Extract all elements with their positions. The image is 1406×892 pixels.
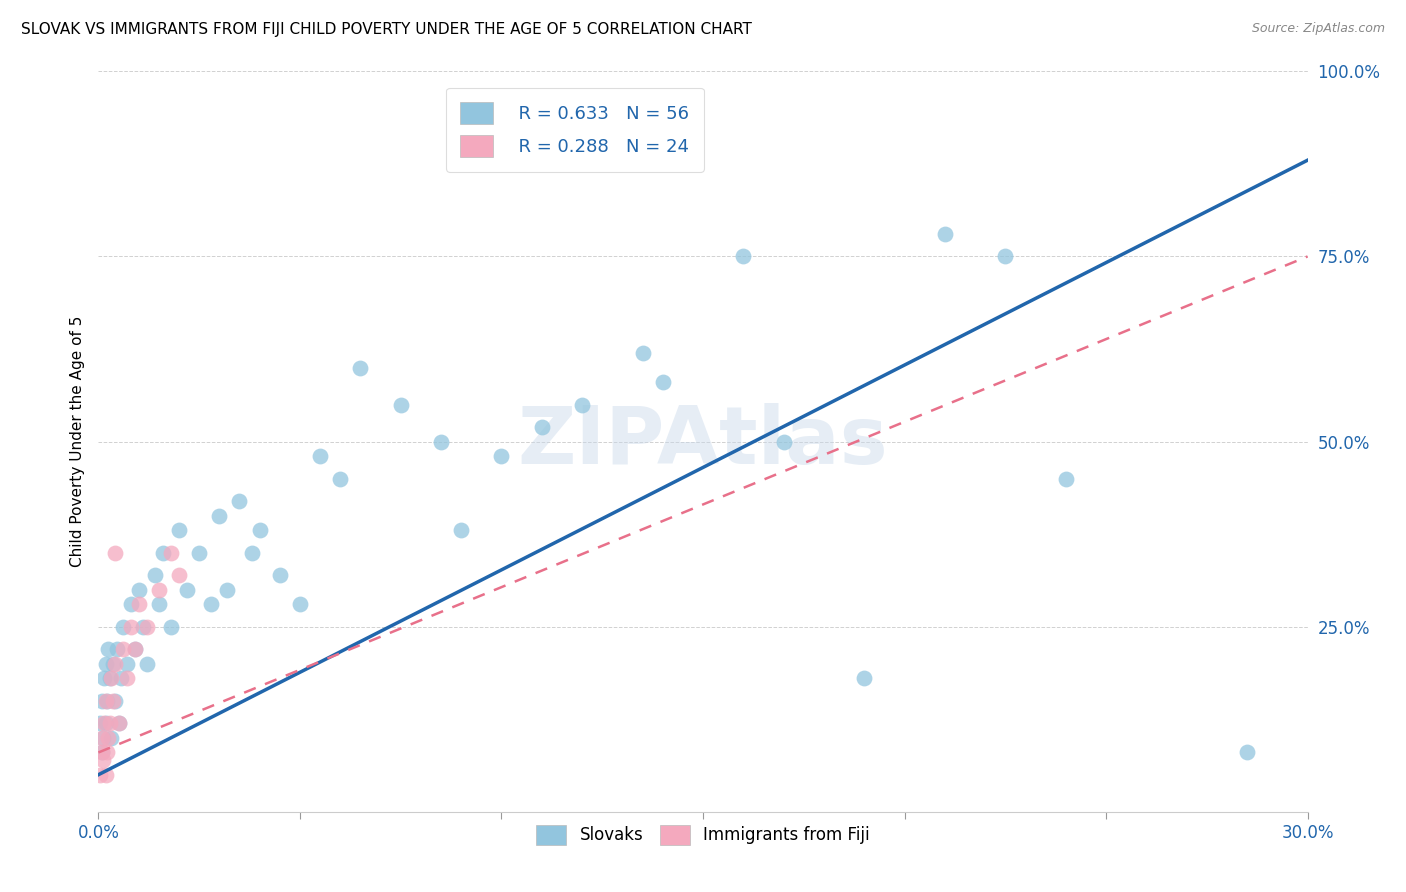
- Point: [148, 598, 170, 612]
- Point: [89, 715, 111, 730]
- Point: [89, 767, 111, 781]
- Point: [651, 376, 673, 390]
- Y-axis label: Child Poverty Under the Age of 5: Child Poverty Under the Age of 5: [69, 316, 84, 567]
- Point: [309, 450, 332, 464]
- Point: [91, 694, 114, 708]
- Point: [188, 546, 211, 560]
- Point: [135, 619, 157, 633]
- Point: [107, 715, 129, 730]
- Point: [128, 582, 150, 597]
- Point: [94, 767, 117, 781]
- Point: [152, 546, 174, 560]
- Point: [96, 746, 118, 760]
- Point: [160, 546, 183, 560]
- Point: [167, 524, 190, 538]
- Text: ZIPAtlas: ZIPAtlas: [517, 402, 889, 481]
- Text: SLOVAK VS IMMIGRANTS FROM FIJI CHILD POVERTY UNDER THE AGE OF 5 CORRELATION CHAR: SLOVAK VS IMMIGRANTS FROM FIJI CHILD POV…: [21, 22, 752, 37]
- Point: [176, 582, 198, 597]
- Point: [167, 567, 190, 582]
- Point: [934, 227, 956, 242]
- Point: [530, 419, 553, 434]
- Point: [349, 360, 371, 375]
- Point: [101, 694, 124, 708]
- Point: [135, 657, 157, 671]
- Point: [450, 524, 472, 538]
- Text: Source: ZipAtlas.com: Source: ZipAtlas.com: [1251, 22, 1385, 36]
- Point: [93, 672, 115, 686]
- Point: [103, 694, 125, 708]
- Point: [389, 398, 412, 412]
- Point: [100, 731, 122, 745]
- Point: [120, 619, 142, 633]
- Point: [90, 746, 112, 760]
- Point: [132, 619, 155, 633]
- Point: [208, 508, 231, 523]
- Point: [111, 641, 134, 656]
- Point: [90, 746, 112, 760]
- Point: [115, 672, 138, 686]
- Point: [853, 672, 876, 686]
- Point: [101, 657, 124, 671]
- Point: [91, 731, 114, 745]
- Point: [115, 657, 138, 671]
- Point: [100, 672, 122, 686]
- Point: [228, 493, 250, 508]
- Point: [160, 619, 183, 633]
- Point: [107, 715, 129, 730]
- Point: [120, 598, 142, 612]
- Point: [128, 598, 150, 612]
- Point: [105, 641, 128, 656]
- Point: [143, 567, 166, 582]
- Point: [200, 598, 222, 612]
- Point: [772, 434, 794, 449]
- Point: [103, 657, 125, 671]
- Point: [93, 715, 115, 730]
- Point: [269, 567, 291, 582]
- Point: [217, 582, 239, 597]
- Point: [994, 250, 1017, 264]
- Point: [288, 598, 311, 612]
- Point: [97, 641, 120, 656]
- Point: [97, 731, 120, 745]
- Point: [329, 472, 352, 486]
- Point: [571, 398, 593, 412]
- Point: [240, 546, 263, 560]
- Point: [96, 694, 118, 708]
- Point: [148, 582, 170, 597]
- Point: [111, 619, 134, 633]
- Point: [430, 434, 453, 449]
- Point: [249, 524, 271, 538]
- Point: [733, 250, 755, 264]
- Point: [98, 715, 121, 730]
- Point: [91, 731, 114, 745]
- Point: [98, 672, 121, 686]
- Point: [110, 672, 132, 686]
- Point: [124, 641, 146, 656]
- Point: [1236, 746, 1258, 760]
- Point: [103, 546, 125, 560]
- Point: [91, 753, 114, 767]
- Point: [94, 715, 117, 730]
- Point: [124, 641, 146, 656]
- Point: [96, 657, 118, 671]
- Point: [491, 450, 513, 464]
- Point: [1054, 472, 1077, 486]
- Point: [631, 345, 654, 359]
- Point: [96, 694, 118, 708]
- Legend: Slovaks, Immigrants from Fiji: Slovaks, Immigrants from Fiji: [530, 818, 876, 852]
